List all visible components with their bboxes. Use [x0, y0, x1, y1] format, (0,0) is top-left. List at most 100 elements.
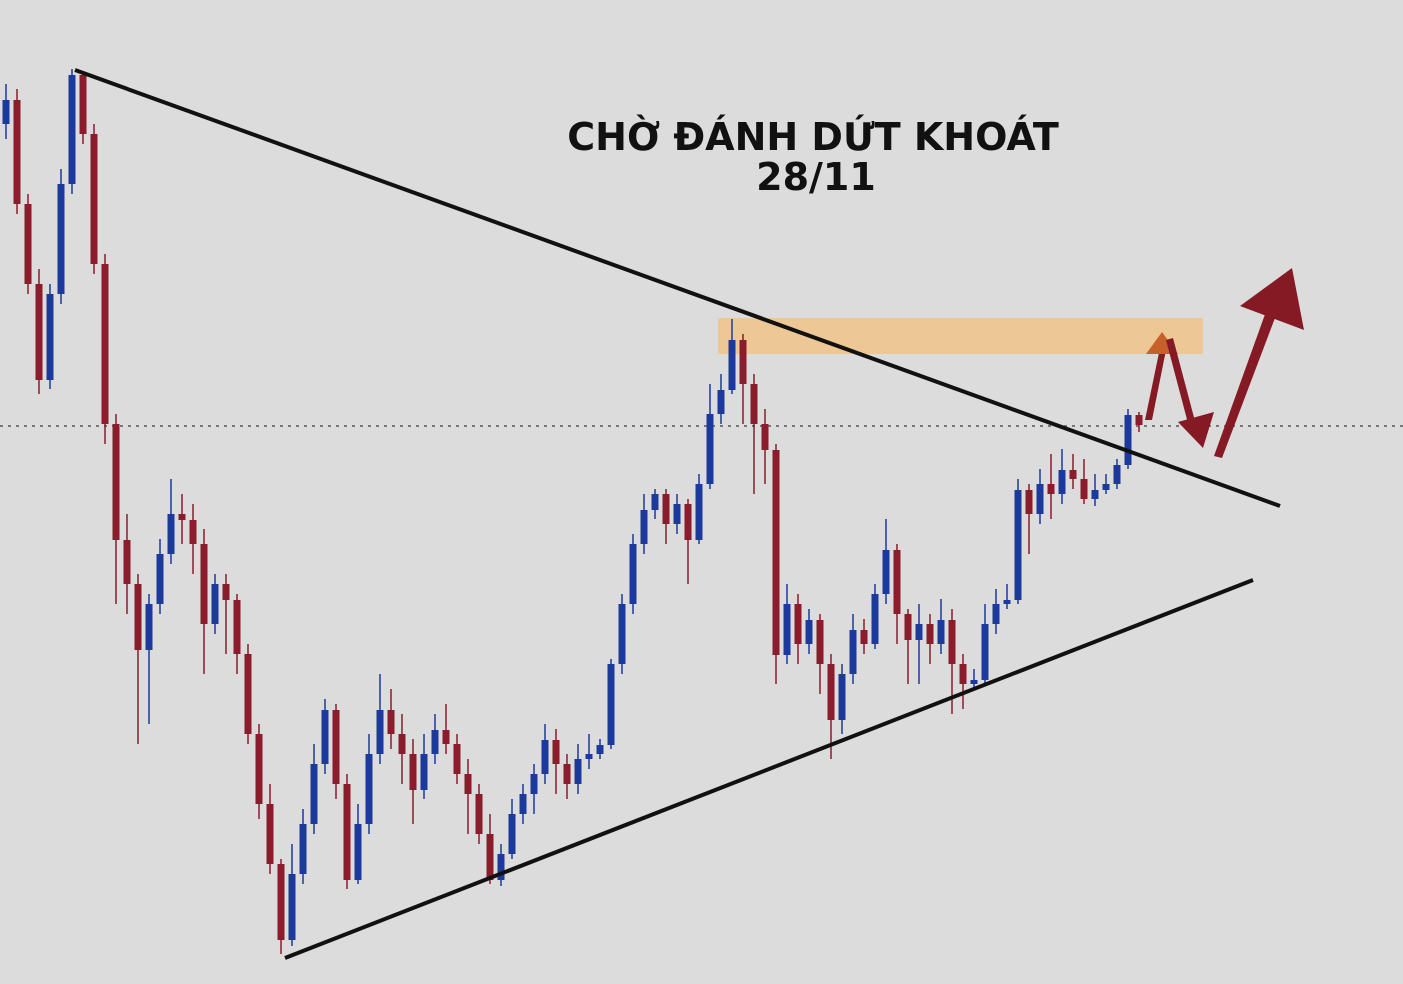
candle-body — [871, 594, 879, 644]
candle-body — [1036, 484, 1044, 514]
candle-body — [244, 654, 252, 734]
candle-body — [574, 759, 582, 784]
candle-body — [277, 864, 285, 940]
candle-body — [387, 710, 395, 734]
candle-body — [299, 824, 307, 874]
candle-body — [310, 764, 318, 824]
candle-body — [519, 794, 527, 814]
candle-body — [46, 294, 54, 380]
candle-body — [717, 390, 725, 414]
arrow — [1145, 348, 1166, 420]
candle-body — [1102, 484, 1110, 490]
candle-body — [376, 710, 384, 754]
candle-body — [1014, 490, 1022, 600]
candle-body — [167, 514, 175, 554]
candle-body — [1113, 465, 1121, 484]
candle-body — [629, 544, 637, 604]
candle-body — [750, 384, 758, 424]
candle-body — [530, 774, 538, 794]
candle-body — [893, 550, 901, 614]
candle-body — [772, 450, 780, 655]
candle-body — [640, 510, 648, 544]
arrow — [1214, 306, 1278, 458]
candle-body — [332, 710, 340, 784]
candle-body — [1091, 490, 1099, 499]
candle-body — [1047, 484, 1055, 494]
trend-line — [284, 578, 1254, 960]
candle-body — [959, 664, 967, 684]
candle-body — [343, 784, 351, 880]
trend-line — [74, 68, 1281, 508]
candle-body — [1025, 490, 1033, 514]
candle-body — [211, 584, 219, 624]
candle-body — [431, 730, 439, 754]
candle-body — [695, 484, 703, 540]
candle-body — [453, 744, 461, 774]
candle-body — [35, 284, 43, 380]
candle-body — [618, 604, 626, 664]
candle-body — [145, 604, 153, 650]
candle-body — [926, 624, 934, 644]
candle-body — [57, 184, 65, 294]
candle-body — [1135, 415, 1143, 425]
candle-body — [255, 734, 263, 804]
candle-body — [585, 754, 593, 759]
candle-body — [266, 804, 274, 864]
candle-body — [915, 624, 923, 640]
candle-body — [904, 614, 912, 640]
candle-body — [761, 424, 769, 450]
candle-body — [706, 414, 714, 484]
candle-body — [794, 604, 802, 644]
candle-body — [662, 494, 670, 524]
candle-body — [233, 600, 241, 654]
candle-body — [123, 540, 131, 584]
candle-body — [981, 624, 989, 680]
candle-body — [805, 620, 813, 644]
candle-body — [24, 204, 32, 284]
candle-body — [937, 620, 945, 644]
candle-body — [365, 754, 373, 824]
candle-body — [354, 824, 362, 880]
resistance-zone — [718, 318, 1203, 354]
candle-body — [1124, 415, 1132, 465]
arrow — [1166, 338, 1196, 427]
candle-body — [563, 764, 571, 784]
candle-body — [596, 745, 604, 754]
chart-title: CHỜ ĐÁNH DỨT KHOÁT — [567, 115, 1059, 159]
candle-body — [13, 100, 21, 204]
candle-body — [684, 504, 692, 540]
candle-body — [189, 520, 197, 544]
candle-body — [475, 794, 483, 834]
candle-body — [992, 604, 1000, 624]
candle-body — [816, 620, 824, 664]
candle-body — [409, 754, 417, 790]
candle-body — [970, 680, 978, 684]
candle-body — [783, 604, 791, 655]
candle-body — [420, 754, 428, 790]
candle-body — [1069, 470, 1077, 479]
candle-body — [1080, 479, 1088, 499]
candle-body — [541, 740, 549, 774]
candle-body — [838, 674, 846, 720]
candle-body — [552, 740, 560, 764]
candle-body — [464, 774, 472, 794]
candle-body — [651, 494, 659, 510]
candle-body — [497, 854, 505, 880]
candle-body — [101, 264, 109, 424]
arrow-head — [1240, 268, 1304, 330]
candle-body — [849, 630, 857, 674]
candle-body — [90, 134, 98, 264]
candle-body — [321, 710, 329, 764]
candles — [2, 69, 1143, 954]
arrow-head — [1178, 412, 1214, 448]
candle-body — [607, 664, 615, 745]
candle-body — [112, 424, 120, 540]
candle-body — [79, 75, 87, 134]
candle-body — [948, 620, 956, 664]
candle-body — [222, 584, 230, 600]
arrows — [1145, 268, 1304, 458]
candle-body — [442, 730, 450, 744]
candle-body — [1003, 600, 1011, 604]
candle-body — [728, 340, 736, 390]
